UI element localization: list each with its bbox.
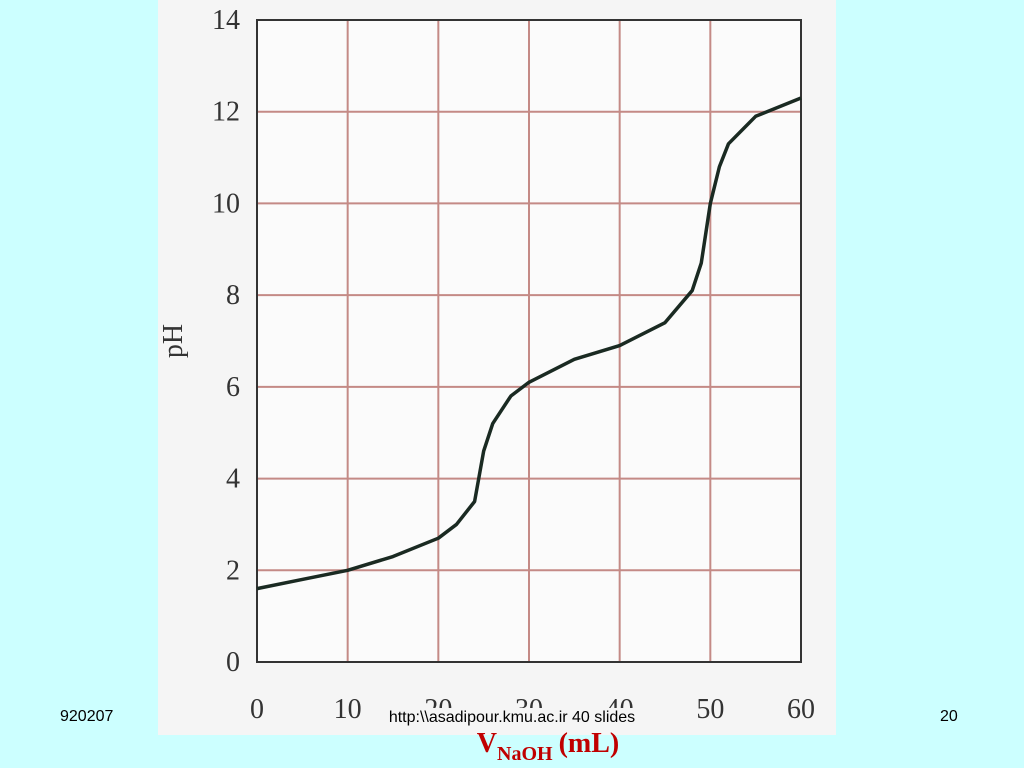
y-tick-label: 8	[226, 280, 240, 311]
x-axis-label: VNaOH (mL)	[477, 728, 619, 765]
x-tick-label: 0	[250, 694, 264, 725]
y-tick-label: 14	[212, 5, 240, 36]
x-axis-label-sub: NaOH	[497, 743, 553, 765]
y-tick-label: 6	[226, 372, 240, 403]
y-tick-label: 4	[226, 464, 240, 495]
footer-left: 920207	[60, 708, 114, 725]
y-axis-label: pH	[158, 324, 189, 358]
y-tick-label: 0	[226, 647, 240, 678]
x-tick-label: 10	[334, 694, 362, 725]
data-line	[256, 96, 802, 591]
y-tick-label: 2	[226, 555, 240, 586]
y-tick-label: 12	[212, 97, 240, 128]
footer-right: 20	[940, 708, 958, 725]
x-tick-label: 60	[787, 694, 815, 725]
plot-frame	[256, 19, 802, 663]
x-axis-label-main: V	[477, 728, 497, 759]
y-tick-label: 10	[212, 188, 240, 219]
x-tick-label: 50	[696, 694, 724, 725]
x-axis-label-unit: (mL)	[559, 728, 620, 759]
footer-center: http:\\asadipour.kmu.ac.ir 40 slides	[382, 708, 642, 728]
